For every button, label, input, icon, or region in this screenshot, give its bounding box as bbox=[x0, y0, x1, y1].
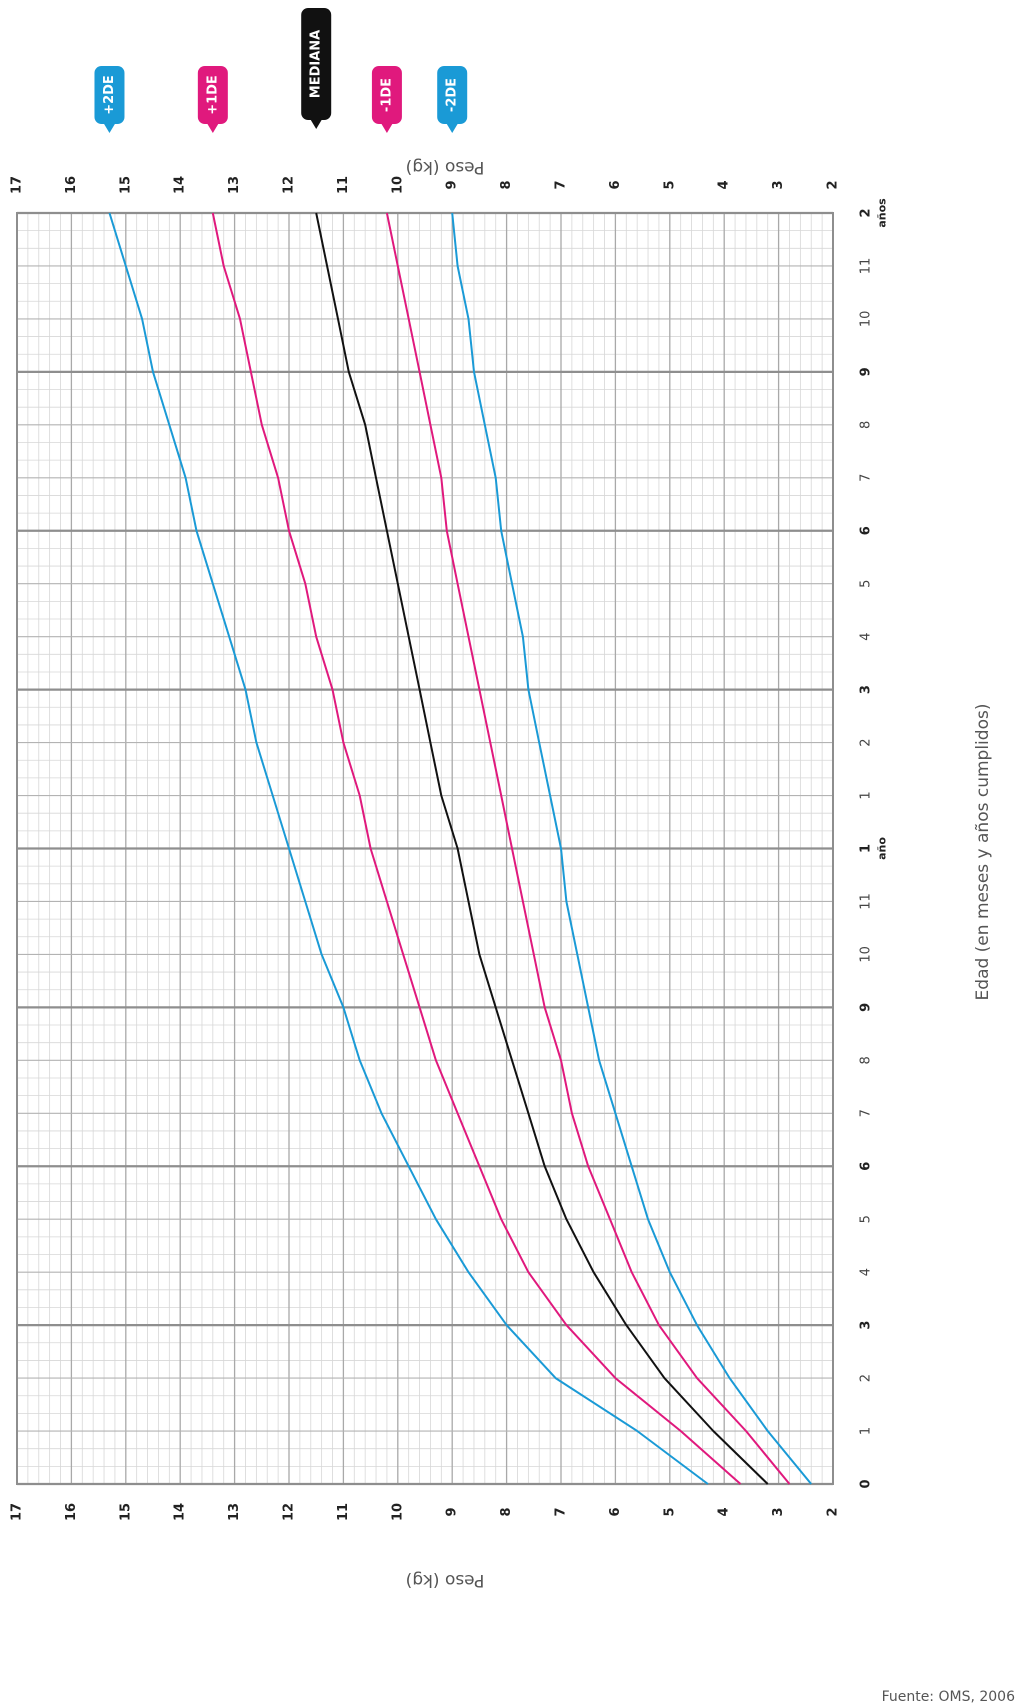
y-tick-label: 8 bbox=[499, 1507, 514, 1516]
y-tick-label: 9 bbox=[445, 180, 460, 189]
y-tick-label: 6 bbox=[608, 180, 623, 189]
x-tick-label: 11 bbox=[859, 258, 874, 275]
x-tick-label: 6 bbox=[859, 526, 874, 535]
series-line--1DE bbox=[385, 212, 791, 1485]
y-tick-label: 4 bbox=[717, 1507, 732, 1516]
y-tick-label: 13 bbox=[227, 176, 242, 194]
x-tick-label: 11 bbox=[859, 893, 874, 910]
x-axis-title: Edad (en meses y años cumplidos) bbox=[973, 704, 993, 1001]
x-tick-label: 4 bbox=[859, 633, 874, 641]
y-tick-label: 14 bbox=[173, 1503, 188, 1521]
y-tick-label: 11 bbox=[336, 1503, 351, 1521]
series-tag--1DE: -1DE bbox=[371, 66, 402, 133]
series-tag-label: +2DE bbox=[102, 75, 117, 115]
y-tick-label: 12 bbox=[282, 176, 297, 194]
y-tick-label: 10 bbox=[390, 1503, 405, 1521]
series-tag-label: +1DE bbox=[205, 75, 220, 115]
plot-frame bbox=[16, 212, 834, 1485]
y-tick-label: 8 bbox=[499, 180, 514, 189]
x-tick-label: 3 bbox=[859, 685, 874, 694]
y-tick-label: 15 bbox=[118, 1503, 133, 1521]
y-tick-label: 17 bbox=[10, 176, 25, 194]
x-tick-label: 8 bbox=[859, 1056, 874, 1064]
x-tick-label: 2 bbox=[859, 738, 874, 746]
series-tag-label: MEDIANA bbox=[309, 30, 324, 98]
y-tick-label: 2 bbox=[826, 1507, 841, 1516]
grid-major bbox=[16, 211, 834, 1486]
x-tick-label: 8 bbox=[859, 421, 874, 429]
series-tag-label: -1DE bbox=[379, 78, 394, 112]
x-tick-label: 6 bbox=[859, 1162, 874, 1171]
x-tick-label: 1 bbox=[859, 844, 874, 853]
series-tag--2DE: -2DE bbox=[437, 66, 468, 133]
x-tick-label: 1 bbox=[859, 1427, 874, 1435]
series-line-MEDIANA bbox=[315, 212, 769, 1485]
y-tick-label: 9 bbox=[445, 1507, 460, 1516]
x-tick-label: 0 bbox=[859, 1479, 874, 1488]
y-tick-label: 11 bbox=[336, 176, 351, 194]
y-tick-label: 16 bbox=[64, 1503, 79, 1521]
y-tick-label: 6 bbox=[608, 1507, 623, 1516]
x-tick-label: 4 bbox=[859, 1268, 874, 1276]
series-tag-label: -2DE bbox=[445, 78, 460, 112]
y-tick-label: 7 bbox=[554, 180, 569, 189]
x-year-label: años bbox=[876, 198, 889, 228]
source-note: Fuente: OMS, 2006 bbox=[882, 1689, 1016, 1705]
y-tick-label: 10 bbox=[390, 176, 405, 194]
y-tick-label: 12 bbox=[282, 1503, 297, 1521]
series-tag-MEDIANA: MEDIANA bbox=[301, 8, 332, 129]
y-tick-label: 4 bbox=[717, 180, 732, 189]
y-tick-label: 14 bbox=[173, 176, 188, 194]
x-tick-label: 5 bbox=[859, 580, 874, 588]
series-tag-+2DE: +2DE bbox=[94, 66, 125, 133]
x-tick-label: 2 bbox=[859, 1374, 874, 1382]
y-axis-title-bottom: Peso (kg) bbox=[406, 1570, 485, 1590]
series-tags: +2DE +1DE MEDIANA -1DE -2DE bbox=[94, 8, 468, 133]
x-tick-label: 9 bbox=[859, 1003, 874, 1012]
x-year-label: año bbox=[876, 837, 889, 860]
y-tick-label: 16 bbox=[64, 176, 79, 194]
y-tick-label: 17 bbox=[10, 1503, 25, 1521]
x-tick-label: 1 bbox=[859, 791, 874, 799]
y-tick-label: 3 bbox=[771, 180, 786, 189]
x-tick-label: 2 bbox=[859, 208, 874, 217]
x-tick-label: 10 bbox=[859, 311, 874, 328]
x-tick-label: 5 bbox=[859, 1215, 874, 1223]
x-tick-label: 10 bbox=[859, 946, 874, 963]
y-tick-label: 7 bbox=[554, 1507, 569, 1516]
y-tick-label: 2 bbox=[826, 180, 841, 189]
series-tag-+1DE: +1DE bbox=[197, 66, 228, 133]
y-axis-title-top: Peso (kg) bbox=[406, 157, 485, 177]
y-tick-label: 15 bbox=[118, 176, 133, 194]
x-tick-label: 7 bbox=[859, 474, 874, 482]
y-tick-label: 5 bbox=[662, 1507, 677, 1516]
series-lines bbox=[108, 212, 812, 1485]
series-line--2DE bbox=[451, 212, 812, 1485]
x-tick-label: 3 bbox=[859, 1321, 874, 1330]
series-line-+1DE bbox=[211, 212, 742, 1485]
y-tick-label: 13 bbox=[227, 1503, 242, 1521]
series-line-+2DE bbox=[108, 212, 709, 1485]
x-tick-label: 9 bbox=[859, 367, 874, 376]
y-tick-label: 5 bbox=[662, 180, 677, 189]
y-tick-label: 3 bbox=[771, 1507, 786, 1516]
x-tick-label: 7 bbox=[859, 1109, 874, 1117]
tick-labels: 2233445566778899101011111212131314141515… bbox=[10, 176, 889, 1521]
